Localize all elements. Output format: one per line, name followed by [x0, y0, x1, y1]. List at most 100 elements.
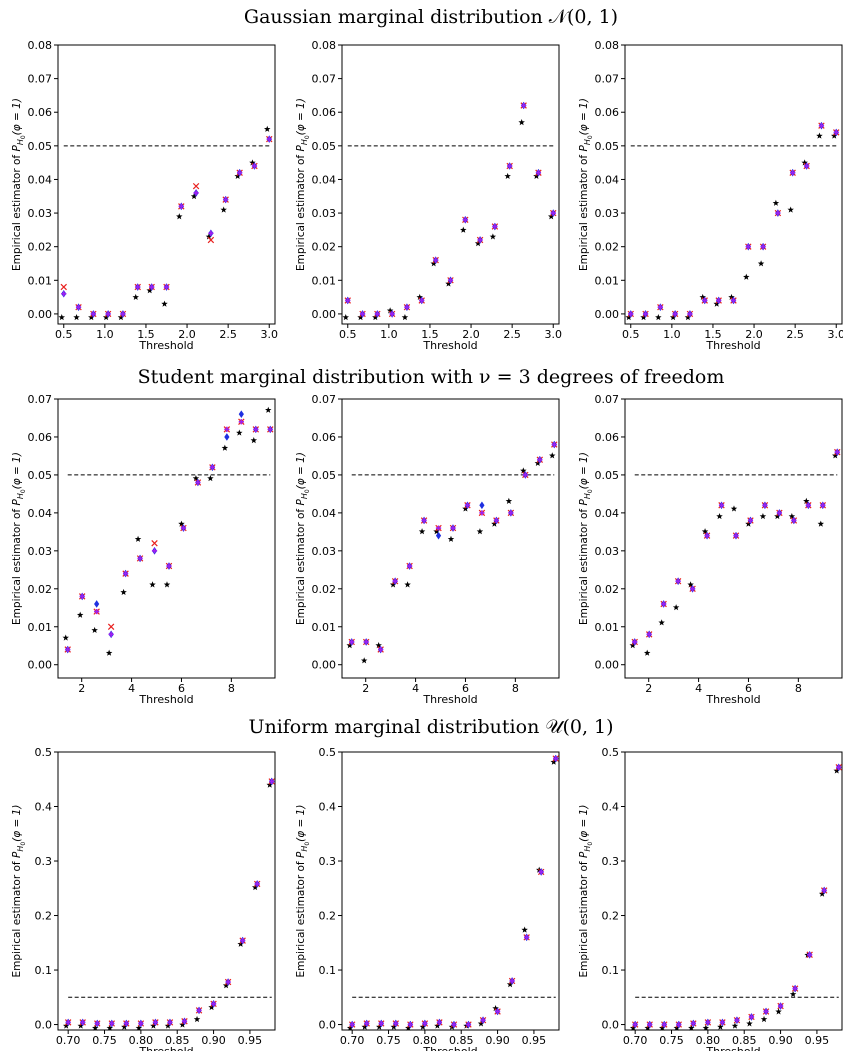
star-marker [404, 581, 411, 588]
star-marker [687, 581, 694, 588]
chart-panel-r2-c1: 0.70 0.75 0.80 0.85 0.90 0.95 0.0 0.1 0.2 0.3 0.4 0… [295, 746, 560, 1051]
plus-marker [632, 639, 638, 645]
star-marker [818, 890, 826, 897]
y-tick-label: 0.3 [602, 855, 620, 868]
series-diamond [349, 754, 559, 1029]
x-tick-label: 3.0 [827, 328, 843, 341]
x-tick-label: 4 [128, 682, 135, 695]
plus-marker [163, 284, 170, 290]
y-tick-label: 0.07 [595, 393, 620, 406]
star-marker [505, 497, 513, 504]
star-marker [208, 1003, 215, 1011]
star-marker [117, 314, 125, 321]
star-marker [521, 926, 528, 933]
plus-marker [790, 170, 796, 176]
star-marker [832, 452, 839, 459]
y-tick-label: 0.4 [319, 801, 337, 814]
y-tick-label: 0.01 [28, 621, 53, 634]
star-marker [193, 1015, 201, 1023]
series-star [62, 781, 273, 1031]
star-marker [831, 132, 838, 139]
plus-marker [821, 887, 827, 894]
plus-marker [450, 525, 456, 531]
plus-marker [433, 257, 439, 263]
plus-marker [730, 297, 737, 304]
plus-marker [465, 1021, 472, 1028]
star-marker [757, 260, 765, 267]
series-diamond [632, 763, 842, 1029]
plus-marker [775, 210, 781, 216]
star-marker [672, 604, 680, 611]
plus-marker [195, 479, 201, 486]
plus-marker [551, 441, 557, 448]
star-marker [102, 314, 110, 321]
plus-marker [419, 297, 425, 304]
y-tick-label: 0.2 [602, 910, 620, 923]
x-tick-label: 0.95 [238, 1034, 263, 1047]
plus-marker [65, 646, 71, 653]
plus-marker [120, 311, 126, 317]
star-marker [357, 314, 364, 321]
star-marker [76, 611, 84, 618]
plus-marker [480, 1017, 486, 1023]
plus-marker [224, 426, 230, 432]
series-diamond [65, 410, 273, 654]
series-star [62, 406, 272, 656]
series-diamond [345, 101, 556, 318]
star-marker [150, 1022, 157, 1029]
series-x [64, 418, 274, 653]
star-marker [492, 1005, 499, 1012]
plus-marker [521, 102, 527, 109]
y-tick-label: 0.02 [595, 583, 620, 596]
plus-marker [152, 1019, 159, 1025]
x-tick-label: 0.90 [485, 1034, 510, 1047]
y-tick-label: 0.06 [28, 106, 53, 119]
star-marker [713, 300, 720, 307]
star-marker [264, 125, 271, 132]
star-marker [237, 940, 244, 947]
x-tick-label: 1.5 [137, 328, 155, 341]
star-marker [360, 657, 368, 664]
plus-marker [642, 311, 649, 317]
plus-marker [138, 1020, 144, 1027]
star-marker [179, 1021, 186, 1028]
plus-marker [378, 1020, 384, 1027]
star-marker [789, 990, 797, 997]
x-marker [207, 236, 215, 244]
plus-marker [687, 311, 693, 317]
x-tick-label: 3.0 [544, 328, 562, 341]
star-marker [265, 406, 272, 413]
star-marker [163, 581, 171, 588]
y-tick-label: 0.07 [312, 73, 337, 86]
x-tick-label: 0.80 [413, 1034, 438, 1047]
x-axis-label: Threshold [422, 1045, 477, 1051]
star-marker [58, 314, 65, 321]
y-tick-label: 0.05 [28, 469, 53, 482]
row-title-gaussian: Gaussian marginal distribution 𝒩(0, 1) [244, 6, 618, 28]
y-tick-label: 0.2 [319, 910, 337, 923]
plus-marker [94, 608, 100, 615]
star-marker [550, 758, 557, 765]
y-tick-label: 0.06 [312, 431, 337, 444]
series-star [346, 452, 556, 664]
plus-marker [374, 311, 380, 317]
star-marker [801, 159, 808, 166]
x-tick-label: 0.70 [340, 1034, 365, 1047]
chart-panel-r1-c0: 2 4 6 8 0.00 0.01 0.02 0.03 0.04 0.05 0.06 0.07 Thre… [11, 393, 276, 706]
plus-marker [820, 502, 826, 508]
x-axis-label: Threshold [422, 693, 477, 706]
x-axis-label: Threshold [138, 1045, 193, 1051]
star-marker [701, 528, 709, 535]
plus-marker [657, 304, 663, 310]
plus-marker [690, 1020, 696, 1027]
star-marker [659, 1024, 666, 1031]
star-marker [149, 581, 156, 588]
plus-marker [537, 457, 543, 463]
y-tick-label: 0.05 [312, 140, 337, 153]
plus-marker [180, 525, 187, 531]
x-tick-label: 0.80 [696, 1034, 721, 1047]
plus-marker [254, 881, 260, 887]
plus-marker [137, 555, 143, 562]
plus-marker [209, 464, 215, 470]
